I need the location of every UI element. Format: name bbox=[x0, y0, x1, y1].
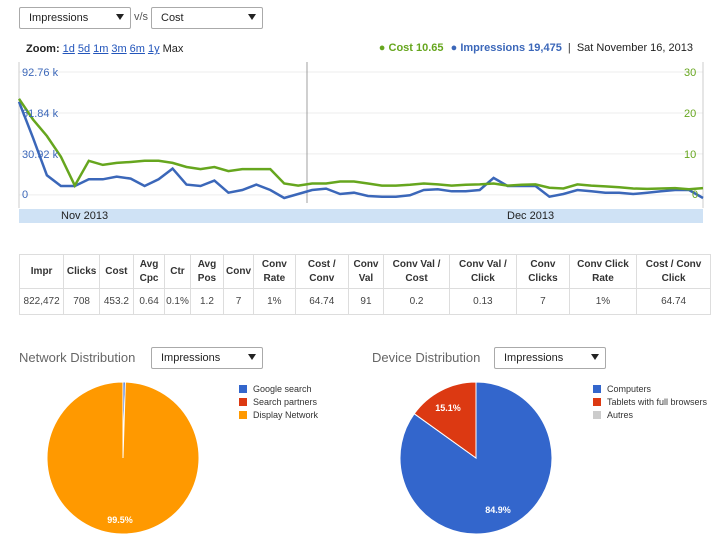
table-cell: 7 bbox=[223, 288, 254, 315]
tablets-swatch bbox=[593, 397, 601, 406]
table-header-cell: Conv bbox=[223, 254, 254, 289]
table-cell: 0.1% bbox=[164, 288, 191, 315]
table-header-cell: Conv Click Rate bbox=[568, 254, 638, 289]
display-network-slice[interactable] bbox=[46, 381, 200, 535]
chevron-down-icon bbox=[116, 14, 124, 20]
device-pie-chart[interactable]: 84.9% 15.1% bbox=[393, 375, 563, 535]
chevron-down-icon bbox=[248, 354, 256, 360]
display-network-swatch bbox=[239, 410, 247, 419]
google-search-swatch bbox=[239, 384, 247, 393]
zoom-1m[interactable]: 1m bbox=[93, 43, 109, 55]
table-header-cell: Impr bbox=[18, 254, 65, 289]
table-header-cell: Conv Val bbox=[347, 254, 385, 289]
table-cell: 0.13 bbox=[448, 288, 518, 315]
table-cell: 1.2 bbox=[189, 288, 225, 315]
table-header-cell: Conv Val / Click bbox=[448, 254, 518, 289]
chevron-down-icon bbox=[591, 354, 599, 360]
legend-separator: | bbox=[567, 42, 571, 54]
network-distribution-title: Network Distribution bbox=[19, 350, 136, 365]
left-tick-1: 61.84 k bbox=[22, 108, 59, 120]
zoom-3m[interactable]: 3m bbox=[111, 43, 127, 55]
cost-series-line bbox=[17, 98, 704, 191]
table-header-cell: Clicks bbox=[63, 254, 101, 289]
legend-date: Sat November 16, 2013 bbox=[576, 42, 693, 54]
metric1-select[interactable]: Impressions bbox=[19, 7, 131, 29]
legend-google-search: Google search bbox=[253, 383, 312, 394]
table-header-row: Impr Clicks Cost Avg Cpc Ctr Avg Pos Conv Conv … bbox=[18, 254, 711, 289]
tablets-pct-label: 15.1% bbox=[435, 403, 461, 413]
impressions-dot-icon: ● bbox=[450, 42, 458, 54]
zoom-6m[interactable]: 6m bbox=[129, 43, 145, 55]
legend-autres: Autres bbox=[607, 409, 634, 420]
vs-label: v/s bbox=[134, 11, 149, 23]
table-header-cell: Avg Cpc bbox=[132, 254, 166, 289]
device-metric-select[interactable]: Impressions bbox=[494, 347, 606, 369]
network-metric-value: Impressions bbox=[161, 352, 221, 364]
table-header-cell: Cost bbox=[99, 254, 134, 289]
right-tick-1: 20 bbox=[684, 108, 697, 120]
right-tick-0: 30 bbox=[684, 67, 697, 79]
legend-display-network: Display Network bbox=[253, 409, 319, 420]
legend-tablets: Tablets with full browsers bbox=[607, 396, 708, 407]
autres-swatch bbox=[593, 410, 601, 419]
table-header-cell: Conv Rate bbox=[252, 254, 296, 289]
device-legend: Computers Tablets with full browsers Aut… bbox=[593, 382, 707, 421]
tablets-slice[interactable] bbox=[413, 381, 477, 459]
metric2-value: Cost bbox=[161, 12, 184, 24]
table-cell: 64.74 bbox=[294, 288, 349, 315]
chevron-down-icon bbox=[248, 14, 256, 20]
legend-computers: Computers bbox=[607, 383, 652, 394]
metric2-select[interactable]: Cost bbox=[151, 7, 263, 29]
right-tick-2: 10 bbox=[684, 149, 697, 161]
zoom-1d[interactable]: 1d bbox=[62, 43, 75, 55]
network-pie-chart[interactable]: 99.5% bbox=[40, 375, 210, 535]
computers-swatch bbox=[593, 384, 601, 393]
legend-impressions: Impressions 19,475 bbox=[460, 42, 562, 54]
search-partners-swatch bbox=[239, 397, 247, 406]
table-cell: 1% bbox=[252, 288, 296, 315]
table-cell: 0.2 bbox=[383, 288, 450, 315]
table-header-cell: Avg Pos bbox=[189, 254, 225, 289]
device-distribution-title: Device Distribution bbox=[372, 350, 481, 365]
stats-table: Impr Clicks Cost Avg Cpc Ctr Avg Pos Conv Conv … bbox=[18, 254, 711, 315]
zoom-label: Zoom: bbox=[26, 43, 60, 55]
table-cell: 64.74 bbox=[636, 288, 711, 315]
nav-label-dec: Dec 2013 bbox=[507, 210, 555, 222]
table-header-cell: Conv Clicks bbox=[516, 254, 570, 289]
zoom-5d[interactable]: 5d bbox=[77, 43, 91, 55]
table-cell: 91 bbox=[347, 288, 385, 315]
impressions-series-line bbox=[17, 101, 704, 200]
table-header-cell: Cost / Conv bbox=[294, 254, 349, 289]
network-metric-select[interactable]: Impressions bbox=[151, 347, 263, 369]
cost-dot-icon: ● bbox=[378, 42, 386, 54]
device-metric-value: Impressions bbox=[504, 352, 564, 364]
table-cell: 708 bbox=[63, 288, 101, 315]
left-tick-2: 30.92 k bbox=[22, 149, 59, 161]
chart-legend: ● Cost 10.65 ● Impressions 19,475 | Sat … bbox=[379, 42, 693, 54]
range-navigator[interactable] bbox=[19, 209, 703, 223]
table-cell: 453.2 bbox=[99, 288, 134, 315]
network-legend: Google search Search partners Display Ne… bbox=[239, 382, 318, 421]
table-header-cell: Conv Val / Cost bbox=[383, 254, 450, 289]
legend-search-partners: Search partners bbox=[253, 396, 318, 407]
right-tick-3: 0 bbox=[692, 189, 699, 201]
left-tick-0: 92.76 k bbox=[22, 67, 59, 79]
line-chart[interactable] bbox=[0, 60, 727, 210]
zoom-bar: Zoom: 1d 5d 1m 3m 6m 1y Max bbox=[26, 43, 183, 55]
zoom-1y[interactable]: 1y bbox=[147, 43, 160, 55]
table-header-cell: Ctr bbox=[164, 254, 191, 289]
network-pct-label: 99.5% bbox=[107, 515, 133, 525]
metric1-value: Impressions bbox=[29, 12, 89, 24]
computers-pct-label: 84.9% bbox=[485, 505, 511, 515]
zoom-max: Max bbox=[162, 43, 184, 55]
legend-cost: Cost 10.65 bbox=[388, 42, 444, 54]
table-cell: 0.64 bbox=[132, 288, 166, 315]
nav-label-nov: Nov 2013 bbox=[61, 210, 109, 222]
left-tick-3: 0 bbox=[22, 189, 29, 201]
table-cell: 7 bbox=[516, 288, 570, 315]
table-cell: 1% bbox=[568, 288, 638, 315]
table-header-cell: Cost / Conv Click bbox=[636, 254, 711, 289]
table-row: 822,472 708 453.2 0.64 0.1% 1.2 7 1% 64.74 91 0.2 0… bbox=[18, 288, 711, 315]
table-cell: 822,472 bbox=[18, 288, 65, 315]
